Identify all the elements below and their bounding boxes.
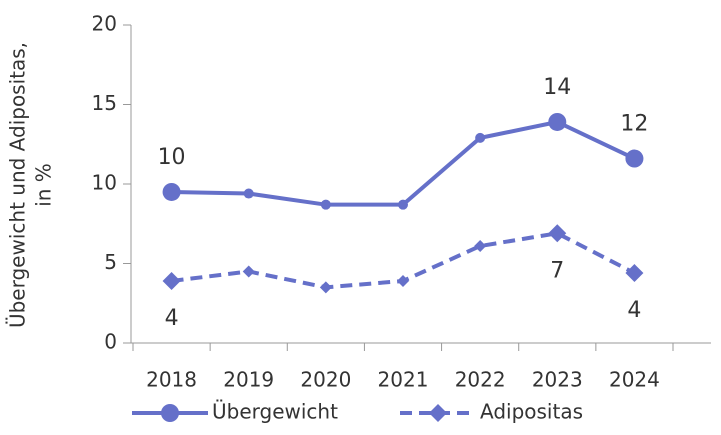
marker xyxy=(429,404,447,422)
y-axis-title-line: in % xyxy=(32,163,56,207)
data-label: 10 xyxy=(158,145,186,170)
marker xyxy=(162,271,181,290)
x-tick-label: 2019 xyxy=(223,368,274,392)
x-tick-label: 2020 xyxy=(300,368,351,392)
marker xyxy=(475,132,486,143)
marker xyxy=(242,265,255,278)
marker xyxy=(243,188,254,199)
y-tick-label: 15 xyxy=(92,91,117,115)
data-label: 14 xyxy=(543,75,571,100)
marker xyxy=(320,199,331,210)
x-tick-label: 2021 xyxy=(378,368,429,392)
x-tick-label: 2024 xyxy=(609,368,660,392)
marker xyxy=(161,404,179,422)
legend-label: Übergewicht xyxy=(212,400,338,424)
data-label: 7 xyxy=(550,258,564,283)
legend-label: Adipositas xyxy=(480,400,583,424)
x-tick-label: 2023 xyxy=(532,368,583,392)
y-tick-label: 5 xyxy=(104,250,117,274)
x-tick-label: 2022 xyxy=(455,368,506,392)
y-tick-label: 0 xyxy=(104,330,117,354)
y-tick-label: 20 xyxy=(92,12,117,36)
marker xyxy=(548,224,567,243)
data-label: 4 xyxy=(627,298,641,323)
data-label: 4 xyxy=(165,306,179,331)
x-tick-label: 2018 xyxy=(146,368,197,392)
marker xyxy=(162,182,181,201)
series-line xyxy=(171,119,636,207)
y-axis-title: Übergewicht und Adipositas, in % xyxy=(6,42,56,328)
marker xyxy=(474,240,487,253)
marker xyxy=(548,112,567,131)
marker xyxy=(319,281,332,294)
y-tick-label: 10 xyxy=(92,171,117,195)
marker xyxy=(398,199,408,210)
marker xyxy=(625,149,644,168)
marker xyxy=(625,264,644,283)
data-label: 12 xyxy=(620,112,648,137)
marker xyxy=(397,274,409,287)
y-axis-title-line: Übergewicht und Adipositas, xyxy=(6,42,30,328)
